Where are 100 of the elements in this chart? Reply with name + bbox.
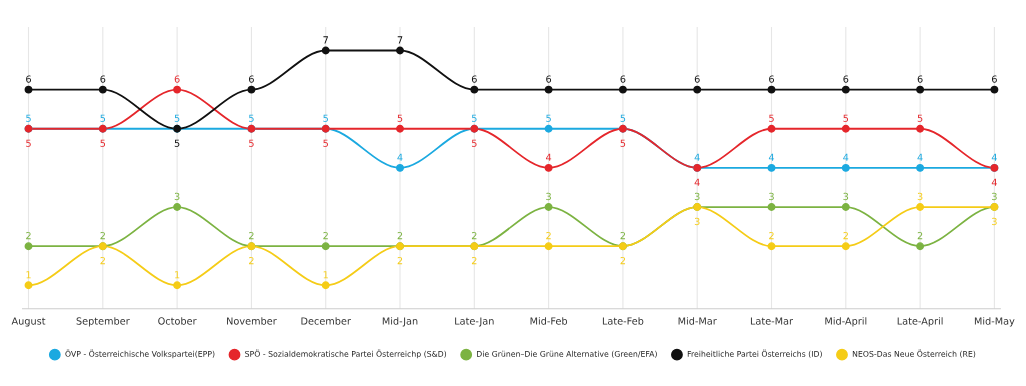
data-label: 5 [26, 114, 31, 122]
data-label: 4 [843, 153, 849, 161]
point [544, 242, 553, 251]
data-label: 1 [175, 271, 180, 279]
data-label: 6 [694, 75, 700, 83]
point [916, 242, 925, 251]
data-label: 5 [917, 114, 923, 122]
point [321, 46, 330, 55]
data-label: 7 [397, 36, 403, 44]
x-tick-label: November [227, 317, 277, 325]
point [247, 85, 256, 94]
point [98, 85, 107, 94]
data-label: 2 [323, 231, 328, 240]
point [693, 85, 702, 94]
data-label: 7 [323, 36, 328, 44]
data-label: 2 [546, 231, 551, 240]
x-tick-label: Mid-Feb [530, 317, 568, 325]
data-label: 6 [620, 75, 626, 83]
data-label: 3 [694, 217, 700, 226]
x-tick-label: September [76, 317, 130, 327]
data-label: 3 [992, 217, 997, 226]
data-label: 5 [100, 139, 106, 147]
point [24, 281, 33, 290]
data-label: 2 [769, 231, 774, 240]
point [24, 85, 33, 94]
data-label: 6 [471, 75, 477, 83]
x-tick-label: Mid-Jan [382, 317, 418, 327]
point [767, 203, 776, 211]
data-label: 5 [174, 114, 180, 122]
point [321, 242, 330, 251]
point [173, 203, 182, 211]
data-label: 6 [843, 75, 849, 83]
data-label: 4 [991, 153, 997, 161]
point [24, 242, 33, 251]
point [841, 242, 850, 251]
data-label: 2 [471, 231, 477, 240]
data-label: 5 [471, 139, 477, 147]
x-tick-label: Late-Jan [455, 317, 494, 327]
point [767, 163, 776, 172]
data-label: 5 [620, 114, 626, 122]
data-label: 2 [100, 231, 105, 240]
point [544, 163, 553, 172]
data-label: 4 [991, 178, 997, 186]
x-tick-label: Late-Feb [602, 317, 644, 325]
data-label: 6 [917, 75, 923, 83]
x-tick-label: Late-April [897, 317, 943, 327]
data-label: 5 [620, 139, 626, 147]
point [841, 203, 850, 211]
data-label: 5 [843, 114, 849, 122]
point [916, 124, 925, 133]
data-label: 4 [768, 153, 775, 161]
point [990, 85, 999, 94]
data-label: 5 [249, 114, 254, 122]
x-tick-label: August [11, 317, 46, 327]
data-label: 5 [323, 139, 328, 147]
data-label: 6 [26, 75, 31, 83]
point [767, 242, 776, 251]
data-label: 5 [26, 139, 31, 147]
data-label: 3 [694, 192, 700, 201]
data-label: 6 [100, 75, 106, 83]
point [544, 85, 553, 94]
data-label: 2 [397, 231, 403, 240]
data-label: 4 [917, 153, 923, 161]
data-label: 3 [174, 192, 180, 201]
point [916, 203, 925, 211]
point [767, 124, 776, 133]
data-label: 6 [991, 75, 997, 83]
data-label: 5 [397, 114, 403, 122]
data-label: 1 [323, 271, 328, 279]
data-label: 2 [620, 256, 626, 265]
data-label: 4 [694, 178, 700, 186]
data-label: 2 [917, 231, 923, 240]
data-label: 2 [249, 256, 254, 265]
data-label: 6 [249, 75, 254, 83]
data-label: 5 [546, 114, 551, 122]
data-label: 5 [174, 139, 180, 147]
data-label: 2 [620, 231, 626, 240]
data-label: 5 [249, 139, 254, 147]
data-label: 5 [471, 114, 477, 122]
data-label: 6 [546, 75, 552, 83]
data-label: 5 [769, 114, 774, 122]
point [470, 85, 479, 94]
point [841, 85, 850, 94]
point [544, 124, 553, 133]
point [841, 163, 850, 172]
data-label: 2 [26, 231, 31, 240]
data-label: 6 [174, 75, 180, 83]
x-tick-label: Late-Mar [750, 317, 794, 325]
data-label: 6 [769, 75, 774, 83]
point [916, 163, 925, 172]
data-label: 3 [769, 192, 774, 201]
x-tick-label: Mid-May [974, 317, 1015, 327]
data-label: 2 [471, 256, 477, 265]
point [841, 124, 850, 133]
data-label: 3 [843, 192, 849, 201]
point [173, 85, 182, 94]
data-label: 5 [323, 114, 328, 122]
data-label: 3 [917, 192, 923, 201]
data-label: 2 [249, 231, 254, 240]
point [396, 46, 404, 55]
